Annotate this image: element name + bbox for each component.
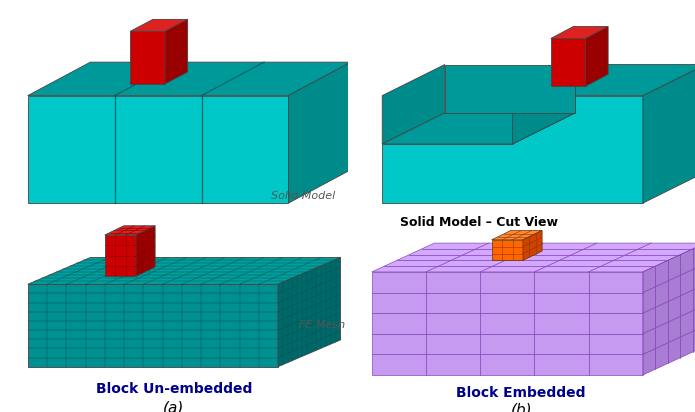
Polygon shape [165, 19, 188, 84]
Polygon shape [445, 65, 575, 113]
Polygon shape [551, 38, 585, 86]
Polygon shape [382, 96, 643, 203]
Text: Solid Model – Cut View: Solid Model – Cut View [400, 216, 557, 229]
Text: Solid Model: Solid Model [271, 191, 335, 201]
Polygon shape [105, 226, 155, 235]
Polygon shape [513, 65, 695, 96]
Polygon shape [28, 258, 341, 284]
Polygon shape [28, 62, 351, 96]
Polygon shape [382, 65, 445, 144]
Polygon shape [643, 65, 695, 203]
Polygon shape [551, 26, 608, 38]
Text: (a): (a) [163, 400, 184, 412]
Polygon shape [372, 243, 695, 272]
Polygon shape [523, 231, 542, 260]
Polygon shape [585, 26, 608, 86]
Polygon shape [492, 231, 542, 240]
Polygon shape [382, 113, 575, 144]
Text: Block Embedded: Block Embedded [457, 386, 586, 400]
Polygon shape [513, 65, 575, 144]
Polygon shape [492, 240, 523, 260]
Polygon shape [131, 19, 188, 31]
Polygon shape [28, 96, 288, 203]
Polygon shape [136, 226, 155, 276]
Text: (b): (b) [510, 403, 532, 412]
Polygon shape [105, 235, 136, 276]
Polygon shape [278, 258, 341, 367]
Text: Block Un-embedded: Block Un-embedded [96, 382, 252, 396]
Text: FE Mesh: FE Mesh [299, 321, 345, 330]
Polygon shape [131, 31, 165, 84]
Polygon shape [288, 62, 351, 203]
Polygon shape [28, 284, 278, 367]
Polygon shape [372, 272, 643, 375]
Polygon shape [643, 243, 695, 375]
